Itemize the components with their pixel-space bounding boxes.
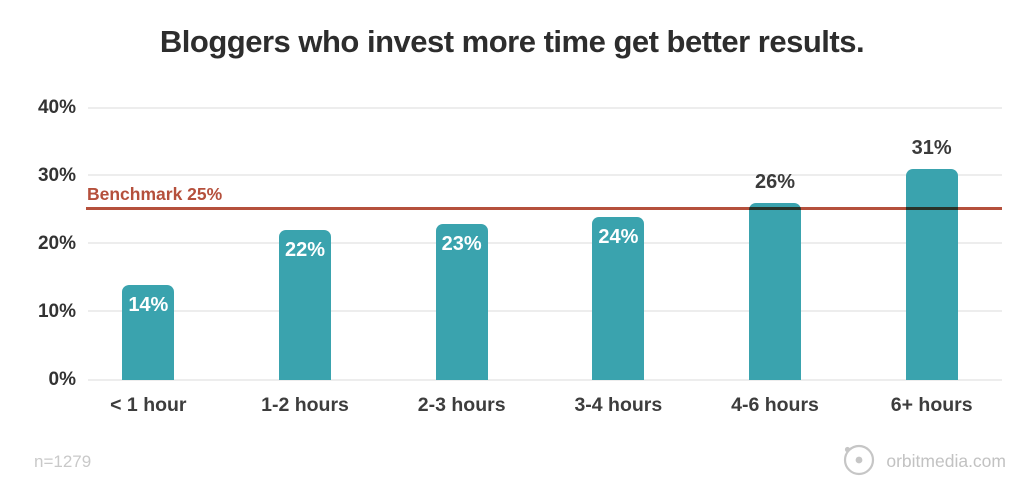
bar-column: 22% [227,108,384,380]
chart-title: Bloggers who invest more time get better… [159,24,865,59]
source-attribution: orbitmedia.com [839,440,1006,483]
x-axis-category-label: < 1 hour [110,394,187,416]
bar-value-label: 24% [598,225,639,248]
bar-column: 31% [853,108,1010,380]
benchmark-line [86,207,1002,210]
bar [279,230,331,380]
benchmark-label: Benchmark 25% [87,184,223,204]
bar-value-label: 14% [128,293,169,316]
bar-value-label: 31% [911,137,952,160]
y-axis-tick-label: 0% [48,369,76,390]
x-axis-category-label: 1-2 hours [261,394,349,416]
y-axis-tick-label: 10% [37,301,76,322]
bar [122,284,175,380]
bar-series: 14% 22% 23% 24% 26% 31% [70,108,1010,380]
bar [592,216,645,380]
x-axis-category-label: 3-4 hours [574,394,663,416]
plot-area: 14% 22% 23% 24% 26% 31% [70,107,1010,381]
x-axis: < 1 hour 1-2 hours 2-3 hours 3-4 hours 4… [70,394,1010,417]
bar [435,223,488,380]
y-axis-tick-label: 20% [37,233,76,254]
gridline [88,107,1002,109]
sample-size-note: n=1279 [34,452,92,471]
bar-value-label: 22% [284,239,326,262]
bar-column: 23% [383,108,540,380]
gridline [88,310,1002,312]
orbit-logo-icon [839,440,877,483]
gridline [88,379,1002,381]
y-axis-tick-label: 30% [37,165,76,186]
bar [905,169,958,380]
x-axis-category-label: 6+ hours [890,394,973,416]
x-axis-category-label: 4-6 hours [731,394,819,416]
bar-column: 24% [540,108,697,380]
source-text: orbitmedia.com [886,451,1006,471]
gridline [88,242,1002,244]
bar-column: 26% [697,108,854,380]
y-axis-tick-label: 40% [37,97,76,118]
gridline [88,174,1002,176]
bar-value-label: 23% [441,232,482,255]
x-axis-category-label: 2-3 hours [417,394,506,416]
bar [749,203,802,380]
bar-column: 14% [70,108,227,380]
bar-value-label: 26% [755,171,796,194]
